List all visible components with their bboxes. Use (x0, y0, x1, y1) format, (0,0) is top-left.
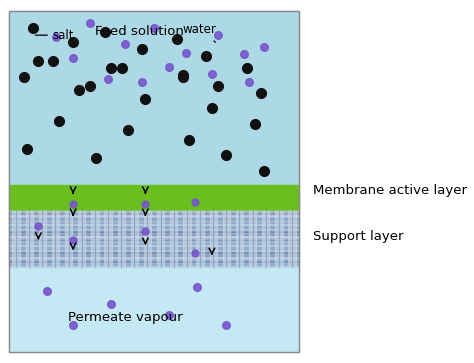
Bar (9, 262, 299, 263)
Bar (9, 234, 299, 235)
Bar (9, 11, 299, 352)
Text: salt: salt (36, 29, 74, 42)
Bar (9, 237, 299, 238)
Bar (26, 211, 33, 267)
Bar (9, 251, 299, 253)
Bar (52, 211, 59, 267)
Bar (9, 221, 299, 223)
Bar (9, 232, 299, 233)
Bar (9, 230, 299, 232)
Bar (196, 211, 204, 267)
Bar (12, 211, 19, 267)
Bar (275, 211, 283, 267)
Bar (9, 242, 299, 244)
Text: water: water (183, 24, 217, 42)
Bar (9, 185, 299, 211)
Bar (210, 211, 217, 267)
Bar (9, 11, 299, 185)
Bar (9, 265, 299, 267)
Bar (236, 211, 243, 267)
Bar (9, 246, 299, 248)
Bar (9, 248, 299, 249)
Bar (39, 211, 46, 267)
Bar (183, 211, 191, 267)
Bar (249, 211, 256, 267)
Bar (9, 249, 299, 251)
Text: Permeate vapour: Permeate vapour (68, 311, 182, 325)
Bar (170, 211, 177, 267)
Bar (9, 241, 299, 242)
Bar (9, 258, 299, 260)
Bar (262, 211, 269, 267)
Bar (91, 211, 99, 267)
Text: Support layer: Support layer (313, 229, 403, 242)
Bar (9, 212, 299, 214)
Bar (9, 239, 299, 240)
Text: Membrane active layer: Membrane active layer (313, 184, 467, 196)
Bar (9, 228, 299, 230)
Bar (9, 214, 299, 216)
Bar (9, 244, 299, 246)
Bar (9, 255, 299, 256)
Bar (9, 260, 299, 261)
Bar (9, 218, 299, 219)
Bar (9, 225, 299, 227)
Bar (144, 211, 151, 267)
Bar (9, 220, 299, 221)
Bar (65, 211, 72, 267)
Bar (9, 223, 299, 225)
Bar (9, 211, 299, 212)
Bar (9, 267, 299, 352)
Bar (131, 211, 138, 267)
Bar (118, 211, 125, 267)
Bar (78, 211, 85, 267)
Bar (9, 253, 299, 254)
Bar (157, 211, 164, 267)
Bar (289, 211, 296, 267)
Bar (9, 257, 299, 258)
Bar (9, 227, 299, 228)
Bar (104, 211, 112, 267)
Bar (9, 216, 299, 217)
Bar (223, 211, 230, 267)
Bar (9, 211, 299, 267)
Bar (9, 264, 299, 265)
Bar (9, 235, 299, 237)
Text: Feed solution: Feed solution (95, 25, 184, 37)
